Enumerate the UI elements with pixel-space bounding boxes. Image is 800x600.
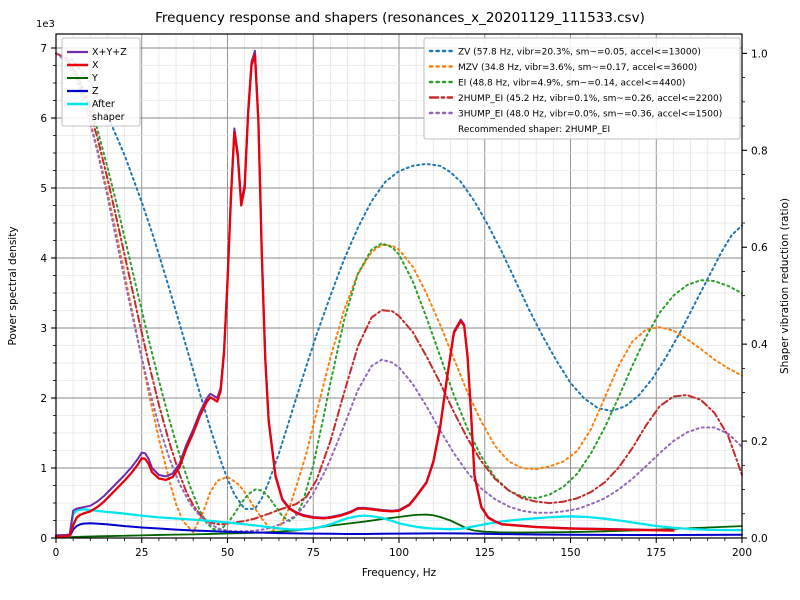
x-tick-label: 0 xyxy=(53,547,60,559)
y-tick-label: 1 xyxy=(40,463,47,475)
y-tick-label-right: 0.4 xyxy=(751,339,768,351)
psd-curve-x xyxy=(54,53,675,538)
legend-label-zv[interactable]: ZV (57.8 Hz, vibr=20.3%, sm~=0.05, accel… xyxy=(458,48,701,58)
legend-label-2hump_ei[interactable]: 2HUMP_EI (45.2 Hz, vibr=0.1%, sm~=0.26, … xyxy=(458,94,722,104)
psd-curve-z xyxy=(55,522,743,539)
shaper-curve-ei xyxy=(55,52,743,531)
x-tick-label: 50 xyxy=(221,547,234,559)
y-tick-label-right: 0.6 xyxy=(751,242,768,254)
x-tick-label: 75 xyxy=(307,547,320,559)
y-tick-label: 5 xyxy=(40,183,47,195)
x-tick-label: 150 xyxy=(560,547,580,559)
legend-label-mzv[interactable]: MZV (34.8 Hz, vibr=3.6%, sm~=0.17, accel… xyxy=(458,63,697,73)
legend-label-y[interactable]: Y xyxy=(91,73,98,84)
y-axis-right-label: Shaper vibration reduction (ratio) xyxy=(779,198,791,374)
legend-label-after-shaper[interactable]: shaper xyxy=(92,112,125,123)
y-tick-label-right: 1.0 xyxy=(751,48,768,60)
x-tick-label: 125 xyxy=(475,547,495,559)
y-axis-offset-label: 1e3 xyxy=(36,19,55,30)
legend-label-x-y-z[interactable]: X+Y+Z xyxy=(92,47,127,58)
shaper-curve-2hump_ei xyxy=(55,52,743,526)
recommended-shaper-note: Recommended shaper: 2HUMP_EI xyxy=(458,125,610,135)
y-tick-label: 4 xyxy=(40,253,47,265)
y-tick-label-right: 0.2 xyxy=(751,436,768,448)
y-tick-label: 3 xyxy=(40,323,47,335)
x-tick-label: 25 xyxy=(135,547,148,559)
legend-shaper-box xyxy=(423,37,741,140)
y-tick-label: 6 xyxy=(40,113,47,125)
legend-label-3hump_ei[interactable]: 3HUMP_EI (48.0 Hz, vibr=0.0%, sm~=0.36, … xyxy=(458,110,722,120)
shaper-curve-3hump_ei xyxy=(55,52,743,533)
x-tick-label: 100 xyxy=(389,547,409,559)
y-tick-label-right: 0.0 xyxy=(751,533,768,545)
x-tick-label: 175 xyxy=(646,547,666,559)
axes: 0 25 50 75 100 125 150 175 200 0 1 2 3 4 5 6 7 0.0 0.2 0.4 0… xyxy=(40,33,768,559)
y-tick-label-right: 0.8 xyxy=(751,145,768,157)
page-title: Frequency response and shapers (resonanc… xyxy=(155,10,645,26)
psd-curve-after-shaper xyxy=(54,508,744,539)
legend-label-ei[interactable]: EI (48.8 Hz, vibr=4.9%, sm~=0.14, accel<… xyxy=(458,79,685,89)
y-tick-label: 0 xyxy=(40,533,47,545)
legend-psd[interactable]: X+Y+Z XYZ After shaper xyxy=(61,37,141,127)
y-axis-label: Power spectral density xyxy=(7,226,19,345)
x-tick-label: 200 xyxy=(732,547,752,559)
legend-label-z[interactable]: Z xyxy=(92,86,99,97)
y-tick-label: 2 xyxy=(40,393,47,405)
psd-curve-y xyxy=(55,513,743,539)
y-tick-label: 7 xyxy=(40,43,47,55)
shaper-curve-zv xyxy=(55,52,743,510)
legend-label-x[interactable]: X xyxy=(92,60,99,71)
data-curves xyxy=(54,49,744,539)
x-axis-label: Frequency, Hz xyxy=(362,567,437,579)
legend-label-after-shaper[interactable]: After xyxy=(92,99,115,110)
legend-shapers[interactable]: ZV (57.8 Hz, vibr=20.3%, sm~=0.05, accel… xyxy=(423,37,741,140)
